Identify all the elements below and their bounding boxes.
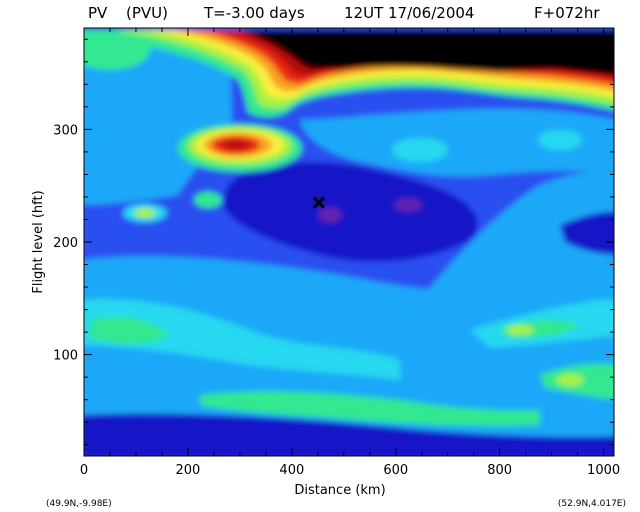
axis-ticks: 0 200 400 600 800 1000 100 200 300 [53, 28, 620, 478]
trajectory-marker-x [312, 196, 325, 209]
pv-band-light-blue-diagonal [420, 171, 614, 305]
title-datetime: 12UT 17/06/2004 [344, 4, 474, 22]
pv-patch-cyan-upper [392, 138, 448, 162]
x-tick-label: 600 [383, 463, 408, 478]
pv-band-deep-blue-right [560, 211, 614, 255]
pv-field [84, 28, 614, 456]
x-tick-label: 200 [176, 463, 201, 478]
pv-patch-purple-2 [394, 198, 422, 212]
pv-patch-yellow-green-right [506, 325, 534, 335]
title-forecast: F+072hr [534, 4, 600, 22]
pv-patch-yellow-green-far-right [556, 374, 584, 386]
title-variable: PV [88, 4, 108, 22]
title-time-offset: T=-3.00 days [203, 4, 305, 22]
pv-band-black-strat [240, 30, 614, 76]
y-tick-label: 200 [53, 236, 78, 251]
y-tick-label: 100 [53, 349, 78, 364]
y-tick-label: 300 [53, 123, 78, 138]
x-tick-label: 1000 [587, 463, 620, 478]
x-axis-label: Distance (km) [294, 483, 385, 498]
pv-patch-cyan-upper-right [538, 130, 582, 150]
pv-band-light-blue-upper-right [300, 108, 614, 177]
x-tick-label: 400 [279, 463, 304, 478]
title-units: (PVU) [126, 4, 168, 22]
pv-patch-purple [318, 207, 342, 223]
pv-patch-green-left [90, 316, 170, 344]
pv-blob-dark-red [223, 140, 249, 150]
x-tick-label: 0 [80, 463, 88, 478]
pv-band-deep-blue-core [223, 161, 478, 262]
y-axis-label: Flight level (hft) [31, 190, 46, 293]
marker-stroke [312, 196, 325, 209]
pv-band-cyan-left [84, 299, 400, 380]
end-location-label: (52.9N,4.017E) [558, 499, 626, 509]
pv-band-green-low [200, 391, 540, 427]
pv-patch-green-small [194, 192, 222, 208]
pv-band-deep-blue-bottom [84, 413, 614, 456]
chart-title: PV (PVU) T=-3.00 days 12UT 17/06/2004 F+… [88, 4, 600, 22]
start-location-label: (49.9N,-9.98E) [46, 499, 112, 509]
pv-patch-yellow-green-small [134, 208, 156, 218]
x-tick-label: 800 [487, 463, 512, 478]
